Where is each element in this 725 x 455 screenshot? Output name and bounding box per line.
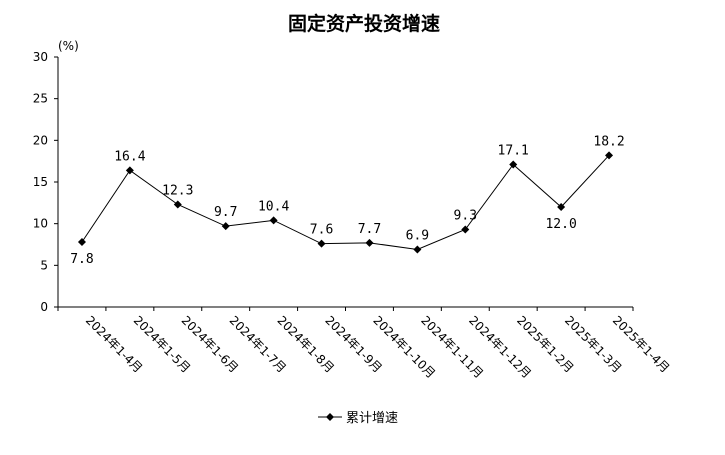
chart-title: 固定资产投资增速 (288, 12, 440, 35)
data-label: 6.9 (406, 229, 429, 244)
series-line (81, 154, 610, 251)
data-point-marker (221, 222, 230, 231)
data-label: 9.7 (214, 205, 237, 220)
data-point-marker (461, 225, 470, 234)
data-point-marker (269, 216, 278, 225)
y-tick-label: 0 (40, 300, 48, 314)
y-axis-unit: (%) (58, 39, 79, 53)
data-point-marker (509, 160, 518, 169)
data-point-marker (413, 245, 422, 254)
data-label: 17.1 (498, 144, 529, 159)
data-label: 9.3 (454, 209, 477, 224)
legend-label: 累计增速 (346, 411, 398, 426)
data-label: 7.6 (310, 223, 333, 238)
data-point-marker (365, 238, 374, 247)
axes: 0510152025302024年1-4月2024年1-5月2024年1-6月2… (33, 50, 673, 381)
data-label: 12.3 (162, 184, 193, 199)
data-label: 12.0 (545, 217, 576, 232)
legend-marker (326, 413, 334, 421)
data-label: 7.7 (358, 222, 381, 237)
data-label: 7.8 (70, 252, 93, 267)
y-tick-label: 30 (33, 50, 48, 64)
data-point-marker (173, 200, 182, 209)
data-point-marker (317, 239, 326, 248)
data-point-marker (77, 238, 86, 246)
y-tick-label: 10 (33, 217, 48, 231)
data-label: 10.4 (258, 199, 289, 214)
y-tick-label: 25 (33, 92, 48, 106)
data-point-marker (557, 203, 566, 211)
y-tick-label: 15 (33, 175, 48, 189)
data-label: 18.2 (593, 134, 624, 149)
legend: 累计增速 (318, 411, 398, 426)
data-point-marker (605, 151, 614, 160)
series-layer: 7.8 16.4 12.3 9.7 10.4 7.6 7.7 6.9 9.3 17.1 12.0 18… (70, 134, 624, 267)
y-tick-label: 20 (33, 133, 48, 147)
y-tick-label: 5 (40, 258, 48, 272)
data-point-marker (125, 166, 134, 175)
data-label: 16.4 (114, 149, 145, 164)
